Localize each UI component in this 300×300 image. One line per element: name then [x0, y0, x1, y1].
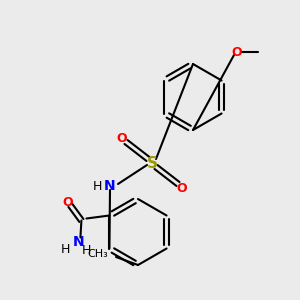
Text: N: N [73, 236, 84, 250]
Text: O: O [177, 182, 187, 194]
Text: N: N [104, 179, 116, 193]
Text: H: H [61, 243, 70, 256]
Text: H: H [82, 244, 91, 257]
Text: O: O [62, 196, 73, 209]
Text: O: O [117, 131, 127, 145]
Text: S: S [146, 155, 158, 170]
Text: O: O [232, 46, 242, 59]
Text: CH₃: CH₃ [87, 249, 108, 259]
Text: H: H [92, 181, 102, 194]
